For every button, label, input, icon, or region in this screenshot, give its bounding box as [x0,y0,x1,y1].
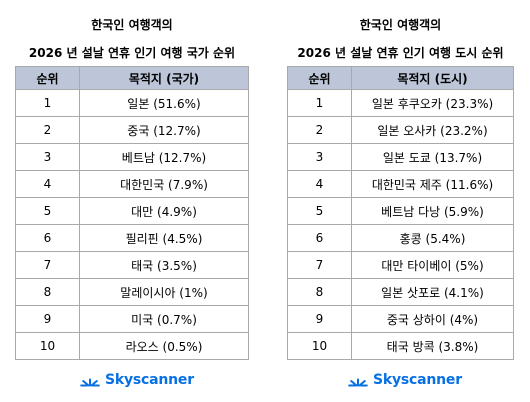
table-header-row: 순위 목적지 (도시) [287,66,514,90]
table-row: 2 일본 오사카 (23.2%) [287,116,514,144]
rank-cell: 6 [287,224,352,252]
rank-cell: 1 [287,89,352,117]
country-title-line2: 2026 년 설날 연휴 인기 여행 국가 순위 [28,46,236,60]
destination-cell: 일본 후쿠오카 (23.3%) [351,89,514,117]
destination-cell: 미국 (0.7%) [79,305,249,333]
destination-cell: 일본 도쿄 (13.7%) [351,143,514,171]
table-row: 1 일본 후쿠오카 (23.3%) [287,89,514,117]
destination-cell: 베트남 (12.7%) [79,143,249,171]
table-row: 9 중국 상하이 (4%) [287,305,514,333]
destination-cell: 말레이시아 (1%) [79,278,249,306]
destination-cell: 필리핀 (4.5%) [79,224,249,252]
destination-cell: 일본 (51.6%) [79,89,249,117]
rank-cell: 7 [15,251,80,279]
country-ranking-table: 순위 목적지 (국가) 1 일본 (51.6%) 2 중국 (12.7%) 3 베트남… [15,66,249,360]
rank-cell: 10 [287,332,352,360]
rank-cell: 5 [287,197,352,225]
rank-cell: 2 [15,116,80,144]
table-row: 5 대만 (4.9%) [15,197,249,225]
destination-cell: 중국 상하이 (4%) [351,305,514,333]
country-title-line1: 한국인 여행객의 [91,18,173,32]
destination-column-header: 목적지 (도시) [351,66,514,90]
city-title-line2: 2026 년 설날 연휴 인기 여행 도시 순위 [297,46,504,60]
table-header-row: 순위 목적지 (국가) [15,66,249,90]
destination-cell: 대만 (4.9%) [79,197,249,225]
rank-cell: 10 [15,332,80,360]
destination-cell: 베트남 다낭 (5.9%) [351,197,514,225]
rank-cell: 3 [15,143,80,171]
rank-cell: 8 [287,278,352,306]
destination-cell: 태국 (3.5%) [79,251,249,279]
rank-cell: 7 [287,251,352,279]
table-row: 3 베트남 (12.7%) [15,143,249,171]
table-row: 8 말레이시아 (1%) [15,278,249,306]
table-row: 4 대한민국 (7.9%) [15,170,249,198]
table-row: 2 중국 (12.7%) [15,116,249,144]
skyscanner-logo: Skyscanner [80,372,194,388]
city-title-line1: 한국인 여행객의 [359,18,442,32]
rank-cell: 4 [287,170,352,198]
table-row: 5 베트남 다낭 (5.9%) [287,197,514,225]
destination-cell: 중국 (12.7%) [79,116,249,144]
rank-cell: 3 [287,143,352,171]
rank-column-header: 순위 [15,66,80,90]
rank-cell: 5 [15,197,80,225]
destination-cell: 대한민국 (7.9%) [79,170,249,198]
skyscanner-sunrise-icon [80,378,100,387]
rank-cell: 4 [15,170,80,198]
table-row: 6 필리핀 (4.5%) [15,224,249,252]
city-ranking-panel: 한국인 여행객의 2026 년 설날 연휴 인기 여행 도시 순위 순위 목적지… [287,0,514,360]
rank-cell: 8 [15,278,80,306]
table-row: 9 미국 (0.7%) [15,305,249,333]
table-row: 4 대한민국 제주 (11.6%) [287,170,514,198]
table-row: 7 태국 (3.5%) [15,251,249,279]
destination-cell: 홍콩 (5.4%) [351,224,514,252]
rank-column-header: 순위 [287,66,352,90]
skyscanner-sunrise-icon [348,378,368,387]
skyscanner-logo: Skyscanner [348,372,462,388]
destination-cell: 대만 타이베이 (5%) [351,251,514,279]
destination-cell: 일본 삿포로 (4.1%) [351,278,514,306]
destination-column-header: 목적지 (국가) [79,66,249,90]
table-row: 1 일본 (51.6%) [15,89,249,117]
rank-cell: 1 [15,89,80,117]
table-row: 10 태국 방콕 (3.8%) [287,332,514,360]
destination-cell: 일본 오사카 (23.2%) [351,116,514,144]
rank-cell: 9 [15,305,80,333]
rank-cell: 6 [15,224,80,252]
country-ranking-panel: 한국인 여행객의 2026 년 설날 연휴 인기 여행 국가 순위 순위 목적지… [15,0,249,360]
table-row: 7 대만 타이베이 (5%) [287,251,514,279]
destination-cell: 태국 방콕 (3.8%) [351,332,514,360]
table-row: 8 일본 삿포로 (4.1%) [287,278,514,306]
destination-cell: 대한민국 제주 (11.6%) [351,170,514,198]
table-row: 3 일본 도쿄 (13.7%) [287,143,514,171]
skyscanner-wordmark: Skyscanner [105,372,194,388]
skyscanner-wordmark: Skyscanner [373,372,462,388]
table-row: 10 라오스 (0.5%) [15,332,249,360]
table-row: 6 홍콩 (5.4%) [287,224,514,252]
rank-cell: 9 [287,305,352,333]
city-ranking-table: 순위 목적지 (도시) 1 일본 후쿠오카 (23.3%) 2 일본 오사카 (23… [287,66,514,360]
rank-cell: 2 [287,116,352,144]
destination-cell: 라오스 (0.5%) [79,332,249,360]
